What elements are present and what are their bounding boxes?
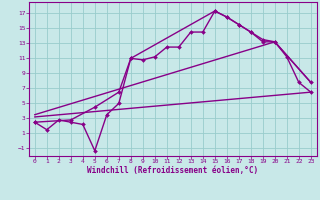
X-axis label: Windchill (Refroidissement éolien,°C): Windchill (Refroidissement éolien,°C): [87, 166, 258, 175]
